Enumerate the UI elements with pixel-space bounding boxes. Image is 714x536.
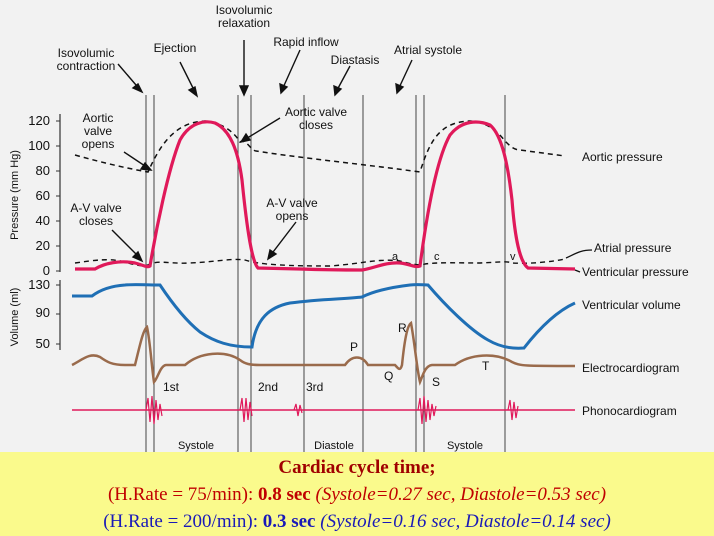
ejection-label: Ejection [154,41,197,55]
phase-times-75: (Systole=0.27 sec, Diastole=0.53 sec) [315,484,607,505]
period-labels: Systole Diastole Systole [178,440,483,452]
aortic-valve-opens-label: Aortic valve opens [82,111,115,151]
atrial-systole-label: Atrial systole [394,43,462,57]
atrial-pressure-label: Atrial pressure [594,241,672,255]
cardiac-cycle-caption: Cardiac cycle time; (H.Rate = 75/min): 0… [0,452,714,536]
wave-letters: a c v P Q R S T [350,251,516,389]
third-heart-sound-burst [293,403,303,417]
heart-rate-200: (H.Rate = 200/min): [103,511,258,532]
caption-title: Cardiac cycle time; [278,457,436,478]
volume-tick-labels: 130 90 50 [28,277,50,351]
diastole-label: Diastole [314,440,354,452]
rapid-inflow-label: Rapid inflow [273,35,339,49]
systole-label-2: Systole [447,440,483,452]
pressure-tick: 0 [43,263,50,278]
ecg-p-label: P [350,340,358,354]
first-heart-sound-burst [145,395,163,425]
phonocardiogram-label: Phonocardiogram [582,404,677,418]
second-heart-sound-burst-2 [507,399,519,421]
pressure-tick-marks [56,120,60,272]
annotation-arrows [111,40,413,263]
atrial-pressure-curve [74,258,566,267]
first-sound-label: 1st [163,380,180,394]
systole-label: Systole [178,440,214,452]
volume-tick: 130 [28,277,50,292]
cardiac-cycle-diagram: Pressure (mm Hg) Volume (ml) 120 100 80 … [9,3,689,452]
pressure-tick: 60 [36,188,50,203]
av-valve-opens-label: A-V valve opens [266,196,318,223]
av-valve-closes-label: A-V valve closes [70,201,122,228]
ventricular-pressure-curve [75,120,576,272]
atrial-wave-v-label: v [510,251,516,263]
phase-divider-lines [145,95,506,452]
diastasis-label: Diastasis [331,53,380,67]
isovolumic-contraction-label: Isovolumic contraction [57,46,116,73]
pressure-tick: 40 [36,213,50,228]
volume-tick: 50 [36,336,50,351]
ventricular-pressure-label: Ventricular pressure [582,265,689,279]
ecg-r-label: R [398,321,407,335]
volume-axis-title: Volume (ml) [9,288,21,347]
caption-row-75bpm: (H.Rate = 75/min): 0.8 sec (Systole=0.27… [0,481,714,508]
second-sound-label: 2nd [258,380,278,394]
first-heart-sound-burst-2 [417,395,437,425]
aortic-pressure-label: Aortic pressure [582,150,663,164]
phase-labels: Isovolumic contraction Ejection Isovolumi… [57,3,463,73]
heart-sound-labels: 1st 2nd 3rd [163,380,323,394]
ecg-q-label: Q [384,369,393,383]
ventricular-volume-curve [72,283,576,350]
pressure-tick: 100 [28,138,50,153]
heart-rate-75: (H.Rate = 75/min): [107,484,254,505]
electrocardiogram-label: Electrocardiogram [582,361,679,375]
ecg-s-label: S [432,375,440,389]
pressure-tick: 20 [36,238,50,253]
ecg-curve [71,320,576,386]
pressure-axis-title: Pressure (mm Hg) [9,150,21,240]
curve-label-pointers [565,249,593,273]
aortic-valve-closes-label: Aortic valve closes [285,105,347,132]
third-sound-label: 3rd [306,380,323,394]
isovolumic-relaxation-label: Isovolumic relaxation [216,3,273,30]
pressure-tick: 80 [36,163,50,178]
phase-times-200: (Systole=0.16 sec, Diastole=0.14 sec) [320,511,611,532]
atrial-wave-a-label: a [392,251,399,263]
caption-row-200bpm: (H.Rate = 200/min): 0.3 sec (Systole=0.1… [0,508,714,535]
heart-sound-bursts [145,395,519,425]
cycle-time-200: 0.3 sec [262,511,316,532]
ventricular-volume-label: Ventricular volume [582,298,681,312]
pressure-tick: 120 [28,113,50,128]
atrial-wave-c-label: c [434,251,440,263]
curve-labels: Aortic pressure Atrial pressure Ventricu… [582,150,689,418]
pressure-tick-labels: 120 100 80 60 40 20 0 [28,113,50,278]
volume-tick: 90 [36,305,50,320]
valve-labels: Aortic valve opens Aortic valve closes A-V … [70,105,347,228]
cycle-time-75: 0.8 sec [257,484,311,505]
second-heart-sound-burst [239,397,253,423]
ecg-t-label: T [482,359,490,373]
